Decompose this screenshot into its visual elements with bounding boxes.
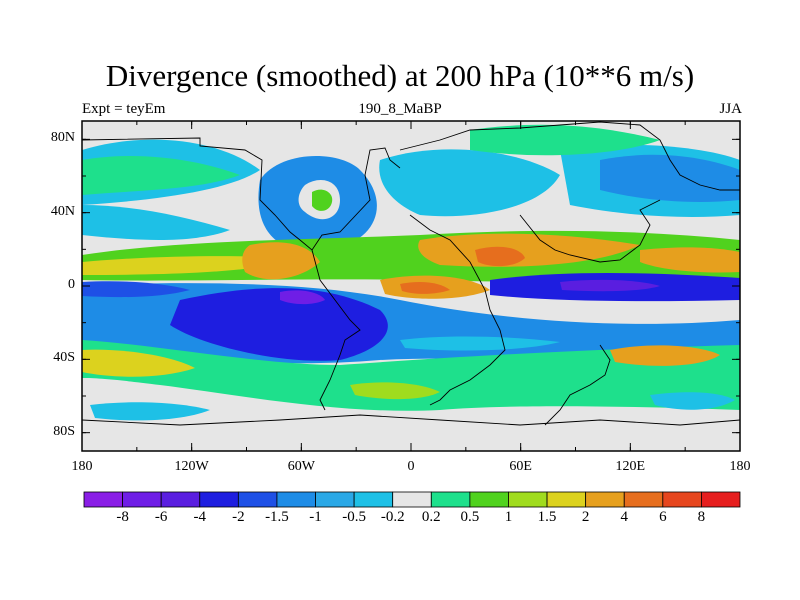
colorbar-swatch-13	[585, 491, 625, 508]
sh-blue-central	[400, 336, 560, 351]
colorbar-label-6: -0.5	[342, 509, 366, 525]
colorbar-label-3: -2	[232, 509, 245, 525]
coast-africa	[409, 214, 506, 406]
colorbar-swatch-4	[237, 491, 278, 508]
season-label: JJA	[719, 101, 742, 117]
sh-yellow-west	[82, 349, 195, 377]
trop-south-dark-blue	[170, 288, 388, 361]
divergence-field	[82, 121, 740, 451]
colorbar-swatch-2	[160, 491, 201, 508]
colorbar-label-9: 0.5	[460, 509, 480, 525]
colorbar	[83, 491, 741, 508]
nh-swirl-green	[312, 189, 333, 211]
nh-green-west	[82, 155, 240, 195]
colorbar-swatch-1	[122, 491, 162, 508]
colorbar-label-10: 1	[504, 509, 513, 525]
axis-ticks	[81, 121, 741, 451]
lat-label-2: 0	[68, 277, 75, 292]
lon-label-5: 120E	[615, 459, 646, 474]
coast-south-asia	[519, 199, 661, 263]
sh-light-blue-west	[90, 402, 210, 421]
nh-east-green	[470, 124, 660, 156]
sh-green-band	[82, 340, 740, 411]
lat-label-4: 80S	[53, 423, 75, 439]
sh-orange-east	[610, 345, 720, 366]
colorbar-label-12: 2	[581, 509, 590, 525]
colorbar-swatch-14	[623, 491, 664, 508]
colorbar-label-5: -1	[309, 509, 322, 525]
colorbar-swatch-15	[662, 491, 702, 508]
colorbar-swatch-7	[353, 491, 394, 508]
lat-label-0: 80N	[50, 130, 75, 146]
colorbar-label-7: -0.2	[380, 509, 405, 525]
nh-east-blue	[600, 154, 740, 202]
colorbar-swatch-16	[701, 491, 741, 508]
experiment-label: Expt = teyEm	[82, 101, 166, 117]
colorbar-label-2: -4	[193, 509, 207, 525]
colorbar-swatch-3	[199, 491, 239, 508]
trop-south-purple	[280, 290, 325, 305]
coast-eurasia	[399, 121, 740, 191]
sh-lime-central	[350, 382, 440, 400]
colorbar-swatch-5	[276, 491, 316, 508]
sh-light-blue-east	[650, 392, 735, 410]
colorbar-label-8: 0.2	[421, 509, 441, 525]
run-id-label: 190_8_MaBP	[358, 101, 442, 117]
coast-north-america	[82, 137, 401, 251]
nh-band-central	[379, 149, 560, 217]
nh-band-far-west	[82, 205, 230, 240]
colorbar-swatch-6	[315, 491, 355, 508]
lon-label-3: 0	[407, 459, 415, 474]
lon-label-6: 180	[729, 459, 751, 474]
coastlines	[82, 121, 740, 426]
eq-red-indian	[400, 282, 450, 294]
colorbar-swatch-10	[469, 491, 509, 508]
colorbar-swatch-0	[83, 491, 123, 508]
colorbar-label-15: 8	[697, 509, 706, 525]
lon-label-4: 60E	[509, 459, 532, 474]
colorbar-label-13: 4	[620, 509, 628, 525]
lon-label-2: 60W	[287, 459, 315, 474]
map-title: Divergence (smoothed) at 200 hPa (10**6 …	[105, 58, 695, 93]
trop-north-red-africa	[475, 246, 525, 267]
colorbar-label-4: -1.5	[265, 509, 289, 525]
lon-label-0: 180	[71, 459, 93, 474]
trop-north-orange-americas	[242, 242, 320, 280]
lat-label-3: 40S	[53, 350, 75, 366]
colorbar-swatch-12	[546, 491, 587, 508]
coast-antarctica	[82, 414, 740, 426]
colorbar-swatch-8	[392, 491, 432, 508]
eq-pacific-purple	[560, 279, 660, 292]
eq-west-blue	[82, 281, 190, 298]
lat-label-1: 40N	[50, 203, 75, 219]
trop-north-orange-pacific	[640, 247, 740, 273]
colorbar-label-0: -8	[116, 509, 129, 525]
colorbar-swatch-11	[508, 491, 548, 508]
coast-south-america	[311, 249, 361, 411]
colorbar-label-11: 1.5	[537, 509, 557, 525]
coast-australia	[544, 344, 611, 426]
colorbar-swatch-9	[430, 491, 471, 508]
colorbar-label-1: -6	[154, 509, 168, 525]
colorbar-label-14: 6	[659, 509, 667, 525]
lon-label-1: 120W	[174, 459, 209, 474]
